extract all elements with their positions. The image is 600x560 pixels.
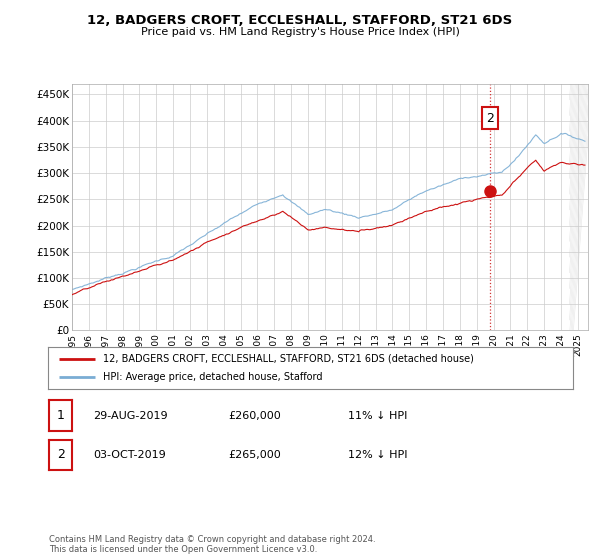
Text: £260,000: £260,000 bbox=[228, 411, 281, 421]
Text: 03-OCT-2019: 03-OCT-2019 bbox=[93, 450, 166, 460]
Text: 1: 1 bbox=[56, 409, 65, 422]
Text: 12, BADGERS CROFT, ECCLESHALL, STAFFORD, ST21 6DS (detached house): 12, BADGERS CROFT, ECCLESHALL, STAFFORD,… bbox=[103, 354, 474, 364]
Text: Price paid vs. HM Land Registry's House Price Index (HPI): Price paid vs. HM Land Registry's House … bbox=[140, 27, 460, 37]
Text: 12% ↓ HPI: 12% ↓ HPI bbox=[348, 450, 407, 460]
Text: 11% ↓ HPI: 11% ↓ HPI bbox=[348, 411, 407, 421]
Text: HPI: Average price, detached house, Stafford: HPI: Average price, detached house, Staf… bbox=[103, 372, 323, 382]
Text: £265,000: £265,000 bbox=[228, 450, 281, 460]
Text: 12, BADGERS CROFT, ECCLESHALL, STAFFORD, ST21 6DS: 12, BADGERS CROFT, ECCLESHALL, STAFFORD,… bbox=[88, 14, 512, 27]
Text: 29-AUG-2019: 29-AUG-2019 bbox=[93, 411, 167, 421]
Text: 2: 2 bbox=[486, 111, 494, 124]
Text: Contains HM Land Registry data © Crown copyright and database right 2024.
This d: Contains HM Land Registry data © Crown c… bbox=[49, 535, 376, 554]
Text: 2: 2 bbox=[56, 449, 65, 461]
